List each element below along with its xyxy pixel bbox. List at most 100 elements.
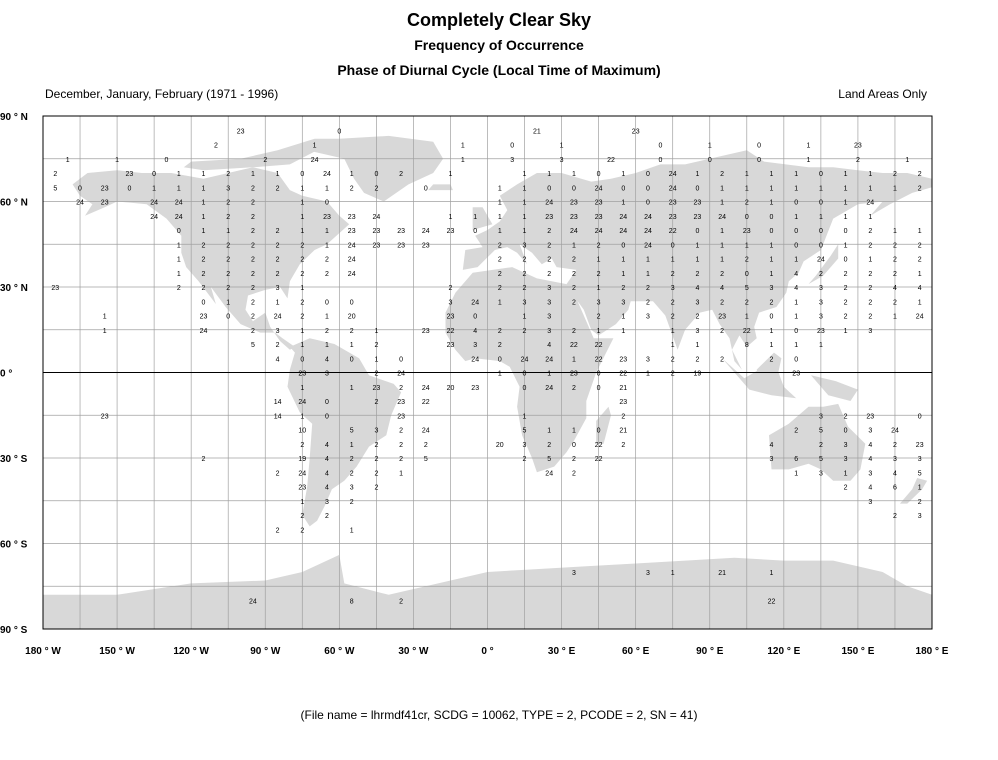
grid-value: 2 — [918, 185, 922, 192]
grid-value: 3 — [226, 185, 230, 192]
grid-value: 2 — [251, 214, 255, 221]
grid-value: 1 — [572, 242, 576, 249]
grid-value: 23 — [101, 200, 109, 207]
grid-value: 2 — [374, 371, 378, 378]
grid-value: 1 — [399, 470, 403, 477]
grid-value: 1 — [300, 228, 304, 235]
world-map: 23 0 21 232 1 1 0 1 0 1 0 1 231 1 0 2 24 1 3 3 22 0 0 0 1 2 12 23 0 1… — [0, 112, 949, 657]
grid-value: 0 — [658, 157, 662, 164]
grid-value: 1 — [770, 257, 774, 264]
grid-value: 1 — [300, 285, 304, 292]
grid-value: 2 — [276, 242, 280, 249]
grid-value: 2 — [547, 442, 551, 449]
grid-value: 23 — [323, 214, 331, 221]
arctic-islands-landmass — [183, 138, 340, 171]
grid-value: 2 — [893, 299, 897, 306]
grid-value: 0 — [621, 185, 625, 192]
grid-value: 2 — [523, 271, 527, 278]
grid-value: 1 — [720, 200, 724, 207]
grid-value: 2 — [745, 200, 749, 207]
grid-value: 2 — [695, 314, 699, 321]
grid-value: 3 — [918, 456, 922, 463]
grid-value: 1 — [794, 342, 798, 349]
grid-value: 1 — [794, 257, 798, 264]
australia-landmass — [769, 403, 866, 481]
grid-value: 1 — [350, 527, 354, 534]
lat-tick-label: 30 ° S — [0, 454, 28, 465]
lon-tick-label: 30 ° W — [398, 646, 429, 657]
grid-value: 3 — [695, 328, 699, 335]
grid-value: 1 — [473, 214, 477, 221]
grid-value: 2 — [868, 242, 872, 249]
grid-value: 2 — [745, 299, 749, 306]
grid-value: 2 — [572, 271, 576, 278]
grid-value: 2 — [720, 356, 724, 363]
grid-value: 23 — [471, 385, 479, 392]
grid-value: 23 — [298, 371, 306, 378]
grid-value: 0 — [597, 385, 601, 392]
grid-value: 4 — [325, 485, 329, 492]
grid-value: 2 — [251, 328, 255, 335]
grid-value: 4 — [325, 456, 329, 463]
japan-landmass — [808, 244, 839, 285]
grid-value: 2 — [646, 285, 650, 292]
grid-value: 3 — [844, 442, 848, 449]
grid-value: 1 — [560, 143, 564, 150]
grid-value: 1 — [695, 342, 699, 349]
grid-value: 2 — [523, 328, 527, 335]
grid-value: 3 — [572, 570, 576, 577]
grid-value: 1 — [202, 200, 206, 207]
grid-value: 3 — [560, 157, 564, 164]
grid-value: 24 — [619, 214, 627, 221]
grid-value: 3 — [695, 299, 699, 306]
grid-value: 0 — [646, 171, 650, 178]
grid-value: 1 — [276, 171, 280, 178]
grid-value: 2 — [177, 285, 181, 292]
grid-value: 1 — [523, 228, 527, 235]
grid-value: 2 — [844, 299, 848, 306]
grid-value: 24 — [175, 214, 183, 221]
grid-value: 4 — [893, 470, 897, 477]
grid-value: 4 — [868, 485, 872, 492]
grid-value: 2 — [226, 200, 230, 207]
grid-value: 23 — [373, 242, 381, 249]
grid-value: 2 — [572, 328, 576, 335]
grid-value: 1 — [918, 485, 922, 492]
grid-value: 1 — [844, 214, 848, 221]
grid-value: 24 — [545, 470, 553, 477]
grid-value: 5 — [918, 470, 922, 477]
season-label: December, January, February (1971 - 1996… — [45, 87, 279, 101]
grid-value: 2 — [276, 185, 280, 192]
grid-value: 1 — [770, 171, 774, 178]
grid-value: 1 — [918, 228, 922, 235]
grid-value: 4 — [720, 285, 724, 292]
grid-value: 0 — [325, 413, 329, 420]
grid-value: 2 — [523, 456, 527, 463]
grid-value: 23 — [447, 342, 455, 349]
grid-value: 3 — [547, 328, 551, 335]
grid-value: 2 — [325, 328, 329, 335]
grid-value: 2 — [498, 328, 502, 335]
grid-value: 2 — [226, 214, 230, 221]
grid-value: 22 — [595, 456, 603, 463]
grid-value: 2 — [868, 271, 872, 278]
lon-tick-label: 150 ° E — [841, 646, 874, 657]
grid-value: 23 — [669, 200, 677, 207]
grid-value: 1 — [745, 185, 749, 192]
grid-value: 0 — [770, 214, 774, 221]
grid-value: 1 — [646, 371, 650, 378]
grid-value: 8 — [350, 599, 354, 606]
grid-value: 23 — [619, 399, 627, 406]
grid-value: 2 — [399, 456, 403, 463]
grid-value: 22 — [447, 328, 455, 335]
grid-value: 24 — [175, 200, 183, 207]
grid-value: 3 — [646, 570, 650, 577]
grid-value: 1 — [523, 413, 527, 420]
grid-value: 2 — [399, 442, 403, 449]
grid-value: 0 — [547, 185, 551, 192]
grid-value: 2 — [300, 299, 304, 306]
grid-value: 2 — [893, 257, 897, 264]
grid-value: 1 — [498, 185, 502, 192]
grid-value: 1 — [461, 143, 465, 150]
lon-tick-label: 180 ° W — [25, 646, 61, 657]
